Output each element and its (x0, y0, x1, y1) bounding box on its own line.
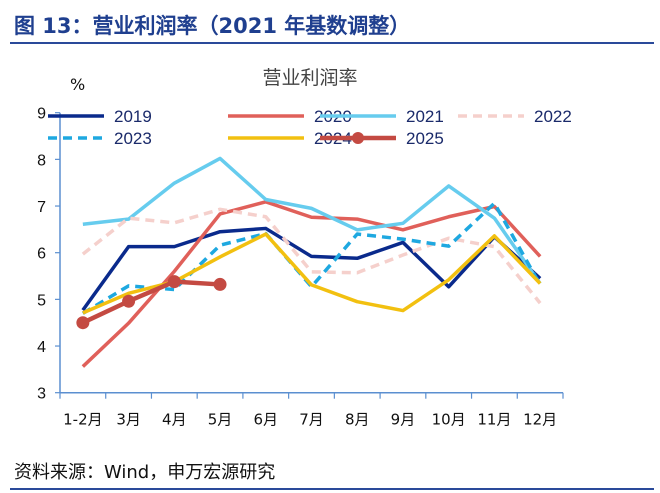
chart-title: 营业利润率 (262, 67, 357, 89)
legend-label: 2019 (114, 107, 152, 126)
x-tick-label: 11月 (477, 411, 511, 429)
x-tick-label: 6月 (253, 411, 278, 429)
series-line-2021 (82, 156, 542, 285)
x-tick-label: 12月 (523, 411, 557, 429)
series-marker-2025 (76, 316, 90, 330)
x-tick-label: 5月 (208, 411, 233, 429)
y-tick-label: 8 (37, 152, 46, 169)
x-tick-label: 3月 (116, 411, 141, 429)
series-line-2019 (81, 226, 542, 312)
legend-marker-2025 (352, 132, 364, 144)
x-tick-label: 10月 (432, 411, 466, 429)
series-marker-2025 (122, 294, 136, 308)
title-divider (10, 42, 654, 44)
x-tick-label: 9月 (391, 411, 416, 429)
y-tick-label: 7 (37, 199, 46, 216)
y-tick-label: 3 (37, 386, 46, 403)
x-tick-label: 8月 (345, 411, 370, 429)
y-axis-unit: % (70, 75, 85, 94)
x-tick-label: 1-2月 (63, 411, 103, 429)
y-tick-label: 9 (37, 106, 46, 123)
x-tick-label: 7月 (299, 411, 324, 429)
legend-label: 2023 (114, 129, 152, 148)
figure-title: 图 13：营业利润率（2021 年基数调整） (14, 14, 411, 38)
bottom-divider (10, 488, 654, 490)
y-tick-label: 4 (37, 339, 46, 356)
legend-label: 2025 (406, 129, 444, 148)
series-marker-2025 (167, 275, 181, 289)
x-tick-label: 4月 (162, 411, 187, 429)
y-tick-label: 5 (37, 292, 46, 309)
source-note: 资料来源：Wind，申万宏源研究 (14, 462, 276, 483)
series-marker-2025 (213, 277, 227, 291)
series-line-2025 (81, 279, 221, 325)
series-line-2022 (81, 207, 542, 305)
y-tick-label: 6 (37, 246, 46, 263)
legend-label: 2021 (406, 107, 444, 126)
legend-label: 2022 (534, 107, 572, 126)
series-line-2024 (82, 232, 542, 315)
